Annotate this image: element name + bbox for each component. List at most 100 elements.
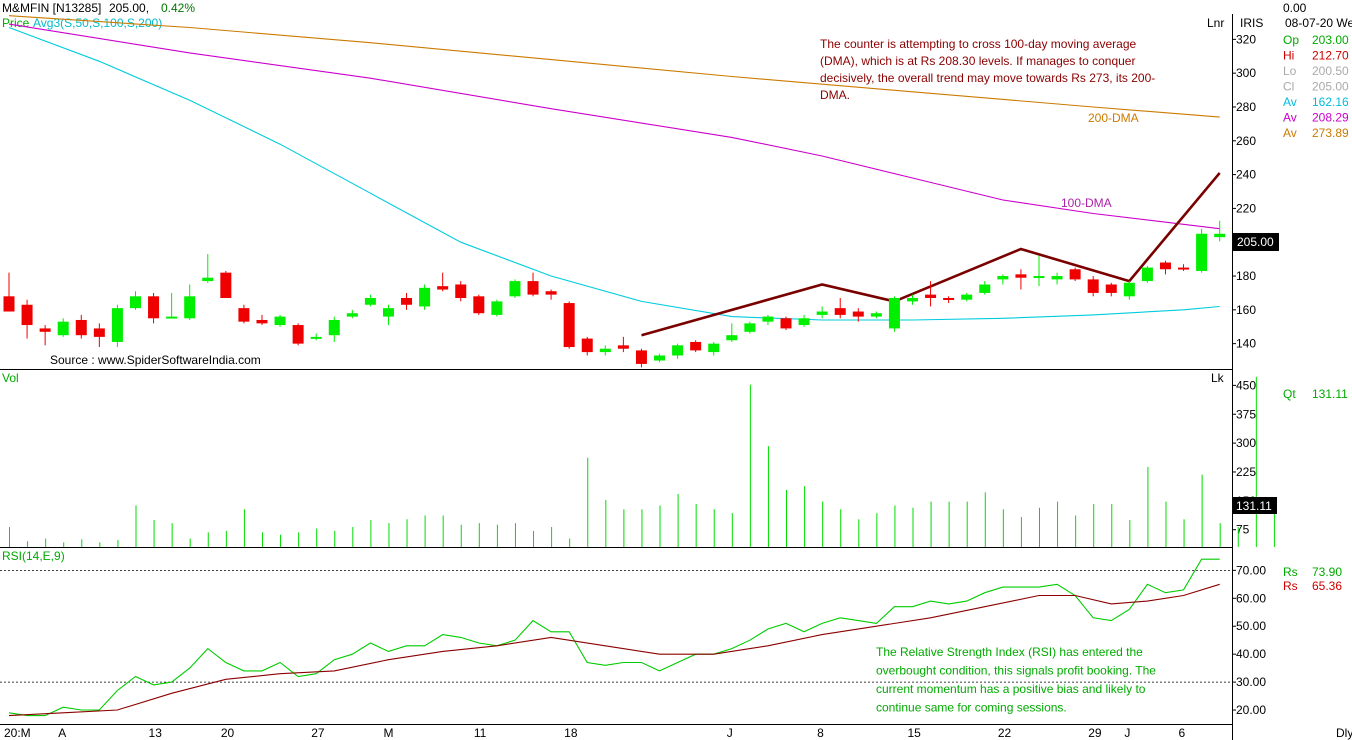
candle-body [274, 316, 286, 326]
candle-body [780, 318, 792, 329]
candle-body [943, 298, 955, 300]
candle-body [437, 286, 449, 290]
rsi-rs1-value: 73.90 [1312, 565, 1342, 579]
candle-body [310, 336, 322, 339]
candle-body [1141, 267, 1153, 282]
candle-body [672, 345, 684, 356]
candle-body [1214, 233, 1226, 238]
ohlc-label: Hi [1283, 49, 1294, 63]
axis-tick-label: 160 [1236, 303, 1256, 317]
candle-body [21, 304, 33, 326]
volume-tag: 131.11 [1233, 497, 1277, 514]
candle-body [1123, 282, 1135, 297]
axis-tick-label: 40.00 [1236, 647, 1266, 661]
info-value: 0.00 [1283, 1, 1307, 15]
note-line: overbought condition, this signals profi… [876, 664, 1156, 678]
volume-qty-label: Qt [1283, 387, 1296, 401]
date-tick-label: 6 [1179, 726, 1186, 740]
rsi-axis: 20.00 30.00 40.00 50.00 60.00 70.00 [1232, 563, 1266, 717]
axis-tick-label: 240 [1236, 168, 1256, 182]
candle-body [346, 313, 358, 317]
date-tick-label: J [1124, 726, 1130, 740]
date-tick-label: 18 [564, 726, 578, 740]
date-tick-label: M [383, 726, 393, 740]
date-axis: 20:M A 13 20 27 M 11 18 J 8 15 22 29 J 6 [4, 726, 1186, 740]
candle-body [925, 294, 937, 298]
date-tick-label: J [727, 726, 733, 740]
volume-label: Vol [2, 371, 19, 385]
candle-body [563, 303, 575, 348]
ma-line [8, 23, 1220, 230]
candle-body [1087, 279, 1099, 293]
candle-body [762, 316, 774, 322]
label-200-dma: 200-DMA [1088, 111, 1139, 125]
date-tick-label: 8 [817, 726, 824, 740]
note-line: DMA. [820, 88, 850, 102]
date-tick-label: 15 [908, 726, 922, 740]
candle-body [491, 301, 503, 315]
date-tick-label: 20 [221, 726, 235, 740]
brand-label: IRIS [1240, 16, 1263, 30]
candle-body [617, 345, 629, 349]
axis-tick-label: 140 [1236, 337, 1256, 351]
axis-tick-label: 280 [1236, 100, 1256, 114]
candle-body [148, 296, 160, 319]
ma-line [8, 26, 1220, 321]
candle-body [870, 313, 882, 317]
source-label: Source : www.SpiderSoftwareIndia.com [50, 353, 261, 367]
volume-unit: Lk [1211, 371, 1225, 385]
candle-body [3, 296, 15, 312]
axis-tick-label: 60.00 [1236, 591, 1266, 605]
rsi-line [8, 558, 1220, 717]
axis-tick-label: 320 [1236, 32, 1256, 46]
candle-body [129, 296, 141, 309]
moving-averages [8, 15, 1220, 321]
candle-body [39, 328, 51, 332]
candle-body [816, 311, 828, 315]
ohlc-panel: Op 203.00 Hi 212.70 Lo 200.50 Cl 205.00 Av 162.16… [1283, 33, 1349, 140]
volume-tag-bg [1233, 497, 1277, 514]
candle-body [401, 298, 413, 305]
candle-body [1159, 262, 1171, 270]
ohlc-value: 208.29 [1312, 111, 1349, 125]
candle-body [1105, 284, 1117, 293]
candle-body [744, 323, 756, 332]
candles [3, 220, 1226, 368]
rsi-note: The Relative Strength Index (RSI) has en… [876, 645, 1156, 715]
candle-body [961, 294, 973, 300]
candle-body [1033, 276, 1045, 279]
axis-tick-label: 30.00 [1236, 675, 1266, 689]
rsi-rs2-value: 65.36 [1312, 579, 1342, 593]
axis-tick-label: 300 [1236, 66, 1256, 80]
price-annotations: The counter is attempting to cross 100-d… [50, 37, 1279, 367]
volume-qty-value: 131.11 [1312, 387, 1348, 401]
axis-tick-label: 220 [1236, 201, 1256, 215]
candle-body [111, 308, 123, 342]
ohlc-label: Av [1283, 95, 1297, 109]
price-note: The counter is attempting to cross 100-d… [820, 37, 1155, 102]
date-label: 08-07-20 We [1285, 16, 1352, 30]
period-label[interactable]: Dly [1336, 726, 1352, 740]
date-tick-label: 13 [149, 726, 163, 740]
note-line: The Relative Strength Index (RSI) has en… [876, 645, 1143, 659]
candle-body [419, 287, 431, 307]
axis-tick-label: 75 [1236, 523, 1250, 537]
candle-body [166, 316, 178, 319]
axis-tick-label: 50.00 [1236, 619, 1266, 633]
change-percent: 0.42% [161, 1, 195, 15]
date-tick-label: 29 [1088, 726, 1102, 740]
scale-mode[interactable]: Lnr [1207, 16, 1224, 30]
axis-tick-label: 70.00 [1236, 563, 1266, 577]
ohlc-value: 203.00 [1312, 33, 1349, 47]
indicator-prefix: Price [2, 16, 30, 30]
rsi-label: RSI(14,E,9) [2, 549, 65, 563]
candle-body [997, 276, 1009, 280]
note-line: continue same for coming sessions. [876, 701, 1067, 715]
candle-body [1069, 269, 1081, 280]
date-tick-label: A [58, 726, 66, 740]
candle-body [798, 318, 810, 326]
candle-body [1015, 274, 1027, 278]
candle-body [1196, 233, 1208, 271]
last-price-tag-bg [1233, 233, 1279, 251]
